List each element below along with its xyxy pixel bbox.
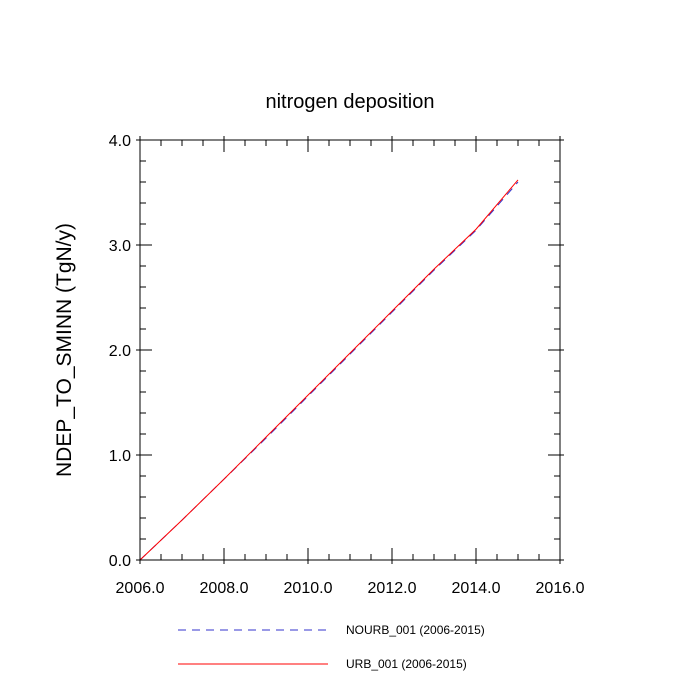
x-tick-label: 2014.0 xyxy=(452,580,501,597)
y-tick-label: 0.0 xyxy=(109,553,131,570)
y-tick-label: 4.0 xyxy=(109,133,131,150)
y-tick-label: 3.0 xyxy=(109,238,131,255)
series-line-1 xyxy=(139,181,519,561)
series-lines xyxy=(139,179,519,561)
chart-title: nitrogen deposition xyxy=(265,91,434,113)
legend-label-2: URB_001 (2006-2015) xyxy=(346,657,467,671)
x-tick-label: 2006.0 xyxy=(116,580,165,597)
x-tick-label: 2010.0 xyxy=(284,580,333,597)
y-tick-label: 1.0 xyxy=(109,448,131,465)
legend-label-1: NOURB_001 (2006-2015) xyxy=(346,623,485,637)
series-line-2 xyxy=(139,179,519,561)
axis-tick-labels: 2006.0 2008.0 2010.0 2012.0 2014.0 2016.0 0.0 1… xyxy=(109,133,585,597)
axis-ticks xyxy=(136,136,564,564)
y-tick-label: 2.0 xyxy=(109,343,131,360)
legend: NOURB_001 (2006-2015) URB_001 (2006-2015) xyxy=(178,623,485,671)
x-tick-label: 2012.0 xyxy=(368,580,417,597)
plot-area-frame xyxy=(139,139,561,561)
y-axis-label: NDEP_TO_SMINN (TgN/y) xyxy=(53,223,76,477)
x-tick-label: 2016.0 xyxy=(536,580,585,597)
x-tick-label: 2008.0 xyxy=(200,580,249,597)
